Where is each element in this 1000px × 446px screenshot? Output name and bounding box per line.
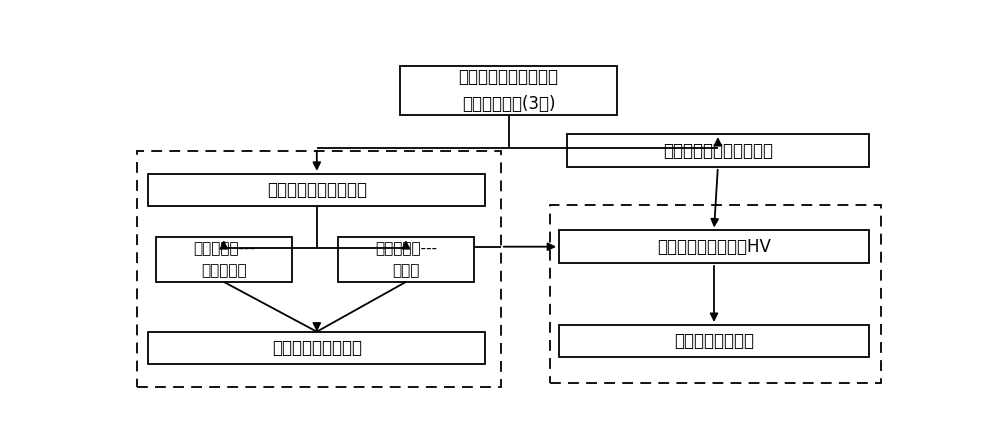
Text: 构造高压套管运行状况
评估指标体系(3层): 构造高压套管运行状况 评估指标体系(3层) xyxy=(459,68,559,113)
Text: 评估指标相对劣化度确定: 评估指标相对劣化度确定 xyxy=(663,141,773,160)
FancyBboxPatch shape xyxy=(148,173,485,206)
FancyBboxPatch shape xyxy=(559,325,869,357)
FancyBboxPatch shape xyxy=(338,237,474,282)
Text: 计算套管运行状况值HV: 计算套管运行状况值HV xyxy=(657,238,771,256)
Text: 套管运行状况确定: 套管运行状况确定 xyxy=(674,332,754,350)
Text: 确定层次指标权重分配: 确定层次指标权重分配 xyxy=(267,181,367,199)
Text: 主观赋权法---
层次分析法: 主观赋权法--- 层次分析法 xyxy=(193,241,255,278)
Text: 客观赋权法---
熵权法: 客观赋权法--- 熵权法 xyxy=(375,241,437,278)
Text: 布谷鸟算法寻优整合: 布谷鸟算法寻优整合 xyxy=(272,339,362,357)
FancyBboxPatch shape xyxy=(559,231,869,263)
FancyBboxPatch shape xyxy=(400,66,617,116)
FancyBboxPatch shape xyxy=(148,332,485,364)
FancyBboxPatch shape xyxy=(567,134,869,167)
FancyBboxPatch shape xyxy=(156,237,292,282)
